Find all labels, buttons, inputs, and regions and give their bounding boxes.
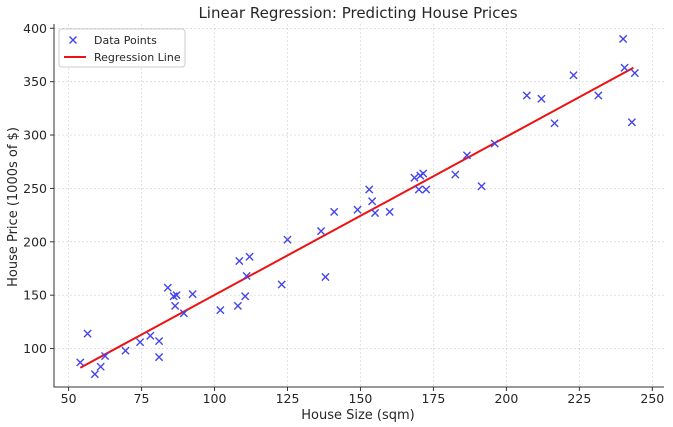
data-point: [233, 301, 242, 310]
x-tick-label: 175: [421, 391, 445, 406]
data-point: [316, 227, 326, 236]
data-point: [90, 370, 99, 379]
data-point: [414, 185, 423, 194]
data-point: [569, 71, 578, 80]
data-point: [620, 63, 629, 72]
data-point: [385, 207, 394, 217]
data-point: [136, 338, 145, 347]
y-tick-label: 150: [23, 288, 47, 303]
x-tick-label: 225: [567, 391, 591, 406]
data-point: [550, 119, 559, 128]
data-point: [410, 173, 419, 182]
axis-spines: [53, 24, 664, 388]
y-tick-label: 250: [23, 181, 47, 196]
data-point: [171, 301, 180, 310]
data-point: [594, 91, 603, 100]
data-point: [462, 151, 472, 160]
data-point: [365, 185, 374, 194]
data-points-layer: [76, 34, 639, 379]
regression-line-layer: [79, 66, 634, 369]
data-point: [235, 256, 244, 266]
data-point: [370, 208, 380, 218]
data-point: [522, 91, 531, 100]
data-point: [451, 170, 460, 179]
y-tick-label: 200: [23, 234, 47, 249]
data-point: [353, 205, 362, 214]
data-point: [121, 346, 130, 355]
data-point: [179, 309, 188, 318]
data-point: [96, 362, 105, 371]
data-point: [154, 336, 164, 346]
x-tick-label: 250: [640, 391, 664, 406]
data-point: [277, 280, 286, 289]
data-point: [422, 185, 431, 194]
data-point: [619, 34, 628, 44]
data-point: [477, 182, 486, 191]
y-axis-label: House Price (1000s of $): [6, 127, 21, 287]
legend-marker-swatch: [69, 36, 77, 44]
data-point: [241, 292, 250, 301]
data-point: [188, 290, 197, 299]
x-tick-label: 125: [276, 391, 300, 406]
legend-label: Data Points: [94, 34, 157, 47]
data-point: [330, 207, 339, 217]
data-point: [83, 329, 92, 338]
y-tick-label: 400: [23, 21, 47, 36]
x-tick-label: 50: [61, 391, 77, 406]
data-point: [630, 69, 639, 78]
data-point: [490, 139, 499, 148]
legend: Data Points Regression Line: [58, 28, 186, 68]
data-point: [537, 94, 546, 103]
legend-label: Regression Line: [94, 51, 181, 64]
data-point: [146, 331, 155, 340]
x-axis-label: House Size (sqm): [301, 408, 415, 423]
legend-box: [58, 28, 186, 68]
data-point: [245, 252, 254, 261]
data-point: [242, 271, 251, 281]
data-point: [321, 272, 330, 282]
data-point: [216, 306, 225, 315]
y-tick-label: 300: [23, 128, 47, 143]
x-tick-label: 150: [349, 391, 373, 406]
data-point: [154, 353, 164, 362]
data-point: [627, 118, 636, 127]
data-point: [419, 169, 428, 178]
data-point: [283, 235, 292, 244]
data-point: [163, 283, 172, 292]
regression-line: [79, 66, 634, 369]
data-point: [368, 197, 377, 206]
grid-lines: [54, 24, 664, 387]
y-tick-label: 100: [23, 341, 47, 356]
y-tick-label: 350: [23, 74, 47, 89]
data-point: [100, 351, 110, 361]
axes: 50 75 100 125 150 175 200 225 250 100 150 200 250 300…: [23, 21, 664, 406]
chart-title: Linear Regression: Predicting House Pric…: [198, 4, 517, 22]
data-point: [76, 358, 85, 367]
x-tick-label: 100: [203, 391, 227, 406]
x-tick-label: 200: [494, 391, 518, 406]
x-tick-label: 75: [134, 391, 150, 406]
data-point: [172, 291, 181, 300]
